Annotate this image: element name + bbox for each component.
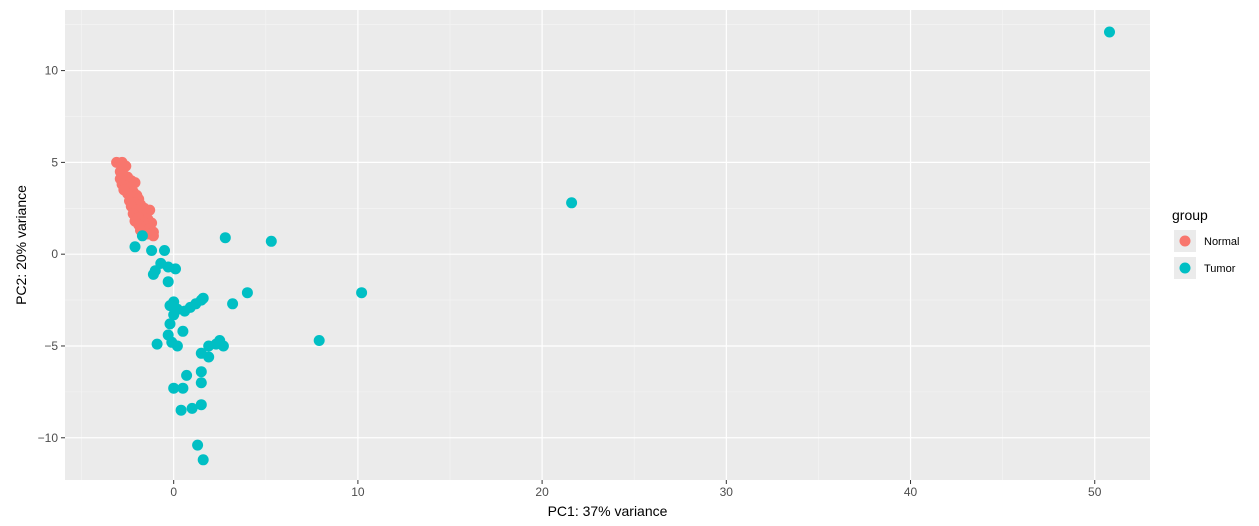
major-gridlines — [65, 10, 1150, 480]
legend-label: Normal — [1204, 236, 1239, 248]
data-point-tumor — [164, 318, 176, 330]
y-axis-title: PC2: 20% variance — [13, 185, 29, 305]
y-tick-label: −10 — [38, 431, 59, 445]
legend-marker-normal — [1179, 235, 1191, 247]
data-points — [111, 26, 1115, 466]
data-point-tumor — [195, 366, 207, 378]
x-tick-label: 20 — [535, 485, 549, 499]
data-point-tumor — [129, 241, 141, 253]
data-point-tumor — [1104, 26, 1115, 38]
legend-item-tumor: Tumor — [1174, 257, 1236, 279]
data-point-tumor — [566, 197, 578, 209]
data-point-tumor — [181, 369, 193, 381]
data-point-tumor — [146, 245, 158, 256]
y-tick-label: 5 — [51, 155, 58, 169]
data-point-tumor — [203, 351, 215, 363]
data-point-tumor — [192, 439, 204, 451]
legend-item-normal: Normal — [1174, 230, 1239, 252]
data-point-tumor — [227, 298, 239, 310]
data-point-tumor — [168, 309, 180, 321]
y-tick-label: 0 — [51, 247, 58, 261]
data-point-tumor — [177, 325, 189, 337]
data-point-tumor — [313, 335, 325, 346]
data-point-tumor — [177, 382, 189, 394]
data-point-tumor — [175, 404, 187, 416]
data-point-tumor — [162, 276, 174, 288]
data-point-tumor — [168, 382, 180, 394]
legend-title: group — [1172, 207, 1208, 223]
x-axis-ticks: 0 10 20 30 40 50 — [170, 480, 1102, 499]
data-point-tumor — [197, 454, 209, 466]
data-point-normal — [147, 230, 159, 242]
x-tick-label: 50 — [1088, 485, 1102, 499]
plot-panel — [65, 10, 1150, 480]
data-point-tumor — [195, 399, 207, 411]
series-tumor — [129, 26, 1115, 466]
data-point-tumor — [151, 338, 163, 350]
data-point-tumor — [265, 235, 277, 247]
y-axis-ticks: −10 −5 0 5 10 — [38, 64, 65, 445]
x-axis-title: PC1: 37% variance — [548, 503, 668, 519]
data-point-tumor — [170, 263, 181, 275]
legend-label: Tumor — [1204, 263, 1236, 275]
y-tick-label: 10 — [45, 64, 59, 78]
data-point-tumor — [186, 402, 198, 414]
minor-gridlines — [65, 10, 1150, 480]
data-point-tumor — [136, 230, 148, 242]
legend: group Normal Tumor — [1172, 207, 1239, 279]
data-point-tumor — [197, 292, 209, 304]
x-tick-label: 40 — [904, 485, 918, 499]
legend-marker-tumor — [1179, 262, 1191, 274]
data-point-tumor — [171, 340, 183, 352]
data-point-tumor — [147, 268, 159, 280]
x-tick-label: 10 — [351, 485, 365, 499]
data-point-tumor — [217, 340, 229, 352]
series-normal — [111, 156, 159, 242]
data-point-tumor — [159, 245, 170, 256]
data-point-tumor — [241, 287, 253, 299]
y-tick-label: −5 — [44, 339, 58, 353]
x-tick-label: 30 — [720, 485, 734, 499]
x-tick-label: 0 — [170, 485, 177, 499]
data-point-tumor — [195, 377, 207, 389]
data-point-tumor — [219, 232, 231, 244]
data-point-tumor — [356, 287, 368, 299]
